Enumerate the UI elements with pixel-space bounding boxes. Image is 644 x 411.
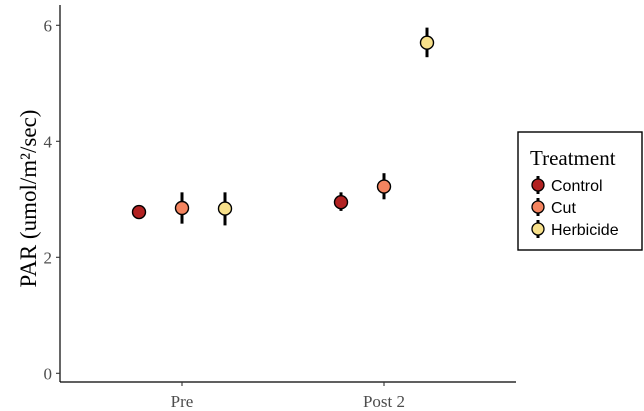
y-ticks: 0 2 4 6 xyxy=(44,16,60,383)
data-point xyxy=(131,204,147,220)
data-point xyxy=(217,201,233,216)
x-tick-label: Pre xyxy=(171,392,194,411)
legend-key-marker xyxy=(531,222,545,236)
data-point xyxy=(376,179,392,194)
y-tick-label: 0 xyxy=(44,364,53,383)
x-tick-label: Post 2 xyxy=(363,392,405,411)
legend-label: Herbicide xyxy=(551,222,619,239)
legend-label: Cut xyxy=(551,200,576,217)
x-ticks: Pre Post 2 xyxy=(171,382,405,411)
axes xyxy=(59,5,516,383)
y-axis-title: PAR (umol/m²/sec) xyxy=(16,110,41,288)
y-tick-label: 2 xyxy=(44,248,53,267)
legend-key-marker xyxy=(531,178,545,192)
data-point xyxy=(419,35,435,50)
data-point xyxy=(174,200,190,216)
legend-key-marker xyxy=(531,200,545,214)
legend-items: Control Cut Herbicide xyxy=(531,176,619,239)
plot-area xyxy=(131,27,435,226)
legend: Treatment Control Cut Herbicide xyxy=(517,131,643,251)
legend-label: Control xyxy=(551,178,603,195)
y-tick-label: 4 xyxy=(44,132,53,151)
data-point xyxy=(333,194,349,210)
y-tick-label: 6 xyxy=(44,16,53,35)
legend-title: Treatment xyxy=(530,146,616,170)
